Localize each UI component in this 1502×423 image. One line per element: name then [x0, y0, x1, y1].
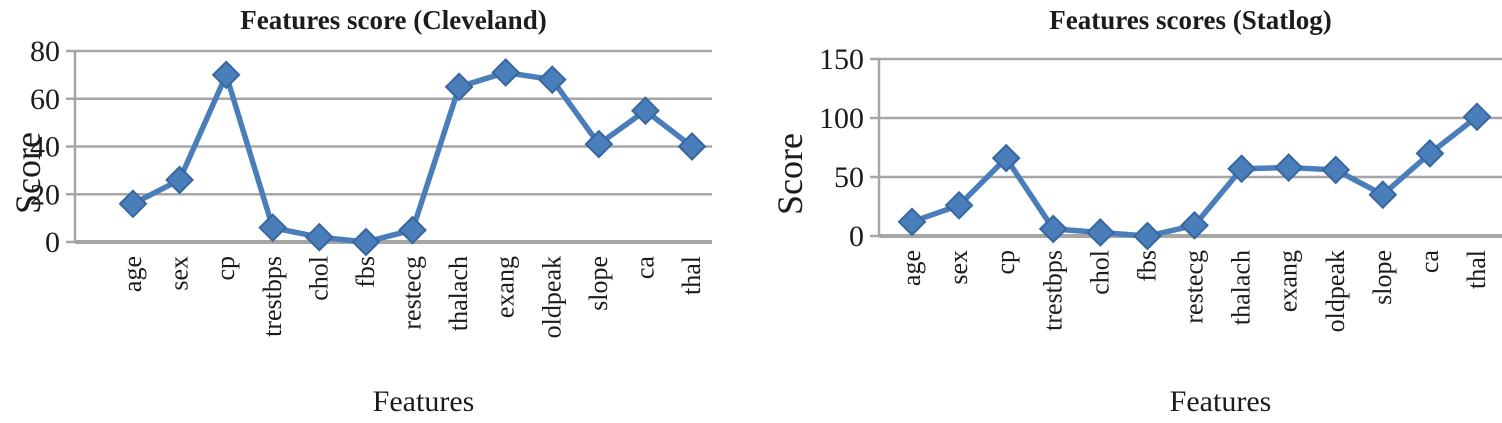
- data-point-thalach: [444, 72, 474, 102]
- y-tick-label-100: 100: [819, 102, 864, 135]
- data-point-age: [118, 189, 148, 219]
- data-point-exang: [491, 58, 521, 87]
- y-tick-label-40: 40: [30, 131, 60, 164]
- data-point-thalach: [1227, 154, 1256, 184]
- chart-title-cleveland: Features score (Cleveland): [240, 5, 547, 35]
- y-tick-label-0: 0: [45, 226, 60, 259]
- data-point-sex: [944, 190, 974, 220]
- chart-cleveland: Features score (Cleveland) Score 0 20 40 60…: [8, 5, 712, 418]
- data-point-restecg: [1180, 210, 1209, 240]
- x-tick-label-trestbps: trestbps: [258, 256, 287, 337]
- data-point-slope: [584, 129, 614, 159]
- x-tick-label-age: age: [897, 250, 926, 286]
- x-tick-label-ca: ca: [630, 256, 659, 280]
- data-point-thal: [677, 132, 707, 161]
- data-point-cp: [211, 60, 241, 90]
- data-point-chol: [304, 222, 334, 252]
- data-point-oldpeak: [537, 65, 567, 95]
- x-tick-label-oldpeak: oldpeak: [537, 256, 566, 338]
- y-tick-label-150: 150: [819, 43, 864, 76]
- x-tick-label-cp: cp: [991, 250, 1020, 275]
- statlog-plot-area: 0 50 100 150 age sex cp trestbps chol fbs restecg t…: [819, 43, 1502, 332]
- data-point-restecg: [398, 215, 427, 245]
- data-point-ca: [631, 96, 660, 126]
- data-point-fbs: [351, 227, 381, 257]
- chart-title-statlog: Features scores (Statlog): [1049, 5, 1332, 35]
- x-tick-label-thalach: thalach: [1227, 250, 1256, 325]
- x-tick-label-cp: cp: [211, 256, 240, 281]
- x-tick-label-ca: ca: [1415, 250, 1444, 274]
- data-point-sex: [165, 165, 194, 195]
- x-tick-label-thalach: thalach: [444, 256, 473, 331]
- x-tick-label-exang: exang: [1274, 250, 1303, 312]
- x-tick-label-chol: chol: [304, 256, 333, 301]
- y-tick-label-80: 80: [30, 35, 60, 68]
- x-tick-label-exang: exang: [491, 256, 520, 318]
- x-tick-label-restecg: restecg: [398, 256, 427, 330]
- y-tick-label-60: 60: [30, 83, 60, 116]
- data-point-thal: [1462, 102, 1492, 132]
- data-point-oldpeak: [1321, 155, 1351, 185]
- data-point-exang: [1274, 153, 1304, 182]
- x-tick-label-restecg: restecg: [1180, 250, 1209, 324]
- cleveland-plot-area: 0 20 40 60 80 age sex cp trestbps chol fbs restecg t…: [30, 35, 712, 338]
- x-tick-label-sex: sex: [165, 256, 194, 291]
- x-axis-title-cleveland: Features: [372, 385, 475, 418]
- y-tick-label-0: 0: [849, 220, 864, 253]
- x-tick-label-chol: chol: [1085, 250, 1114, 295]
- data-point-age: [897, 207, 927, 237]
- x-tick-label-thal: thal: [677, 256, 706, 295]
- x-tick-label-fbs: fbs: [1132, 250, 1161, 282]
- data-point-trestbps: [1038, 214, 1068, 244]
- data-point-fbs: [1133, 221, 1162, 251]
- x-tick-label-thal: thal: [1462, 250, 1491, 289]
- data-point-cp: [991, 143, 1021, 173]
- data-point-ca: [1415, 138, 1445, 168]
- x-tick-label-sex: sex: [944, 250, 973, 285]
- y-tick-label-20: 20: [30, 178, 60, 211]
- x-tick-label-slope: slope: [584, 256, 613, 311]
- x-tick-label-age: age: [118, 256, 147, 292]
- data-point-slope: [1368, 180, 1398, 210]
- data-point-trestbps: [258, 213, 288, 243]
- x-tick-label-fbs: fbs: [351, 256, 380, 288]
- x-axis-title-statlog: Features: [1169, 385, 1272, 418]
- x-tick-label-slope: slope: [1368, 250, 1397, 305]
- data-point-chol: [1085, 218, 1115, 247]
- chart-statlog: Features scores (Statlog) Score 0 50 100 15…: [751, 0, 1502, 423]
- x-tick-label-oldpeak: oldpeak: [1321, 250, 1350, 332]
- y-tick-label-50: 50: [834, 161, 864, 194]
- x-tick-label-trestbps: trestbps: [1038, 250, 1067, 331]
